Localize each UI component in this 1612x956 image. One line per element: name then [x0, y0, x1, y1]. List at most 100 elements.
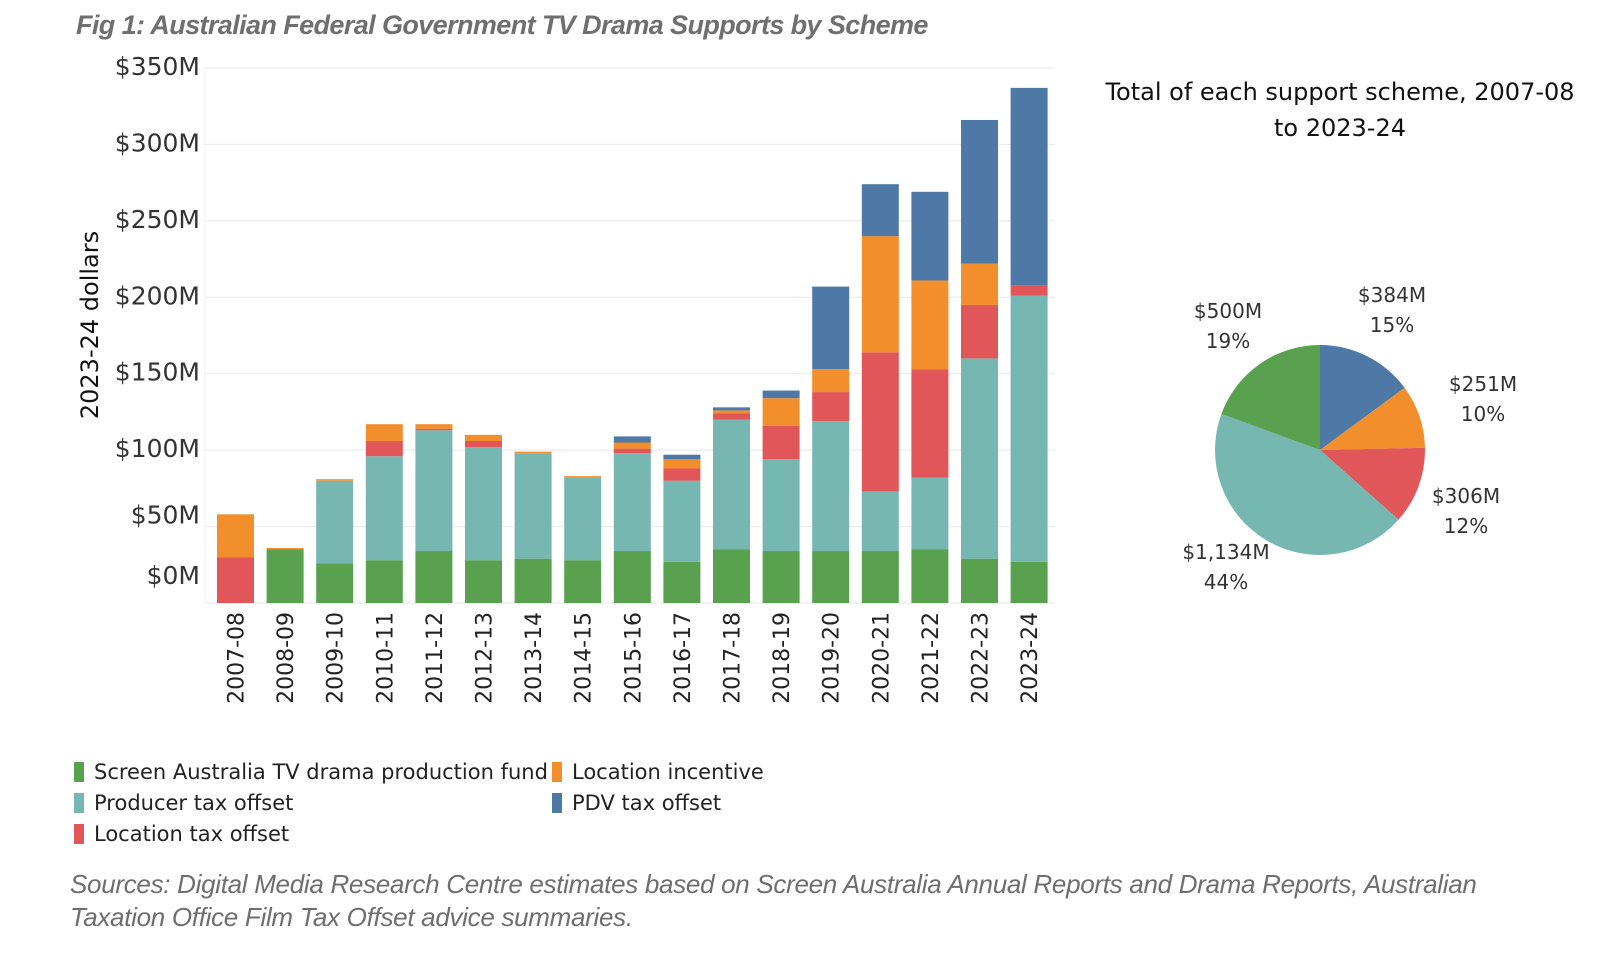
- bar-segment-location-tax-offset: [861, 352, 899, 492]
- bar-segment-location-tax-offset: [613, 448, 651, 454]
- y-axis-ticks: $0M $50M $100M $150M $200M $250M $300M $350M: [115, 52, 200, 590]
- y-tick-label: $200M: [115, 281, 200, 310]
- bar-segment-location-tax-offset: [961, 304, 998, 359]
- x-tick-label: 2013-14: [522, 612, 547, 704]
- bar-segment-location-incentive: [514, 451, 552, 454]
- legend-item-location-tax-offset: Location tax offset: [74, 822, 289, 846]
- bar-stack-2007-08: [217, 514, 254, 603]
- bar-segment-pdv-tax-offset: [663, 454, 701, 460]
- pie-percent-label: 15%: [1370, 313, 1414, 337]
- pie-percent-label: 12%: [1444, 514, 1488, 538]
- bar-segment-location-incentive: [762, 398, 800, 426]
- bar-segment-screen-australia-tv-drama-production-fund: [663, 561, 701, 603]
- sources-note: Sources: Digital Media Research Centre e…: [70, 869, 1477, 932]
- y-tick-label: $0M: [147, 561, 200, 590]
- bar-segment-producer-tax-offset: [316, 480, 354, 564]
- pie-slice-pdv-tax-offset: [1320, 345, 1405, 450]
- pie-slice-location-incentive: [1320, 387, 1425, 450]
- bar-stack-2017-18: [713, 407, 750, 603]
- bar-segment-pdv-tax-offset: [812, 286, 850, 370]
- x-axis-ticks: 2007-08 2008-09 2009-10 2010-11 2011-12 2012-…: [225, 612, 1044, 704]
- legend-swatch: [552, 762, 562, 782]
- bar-segment-location-incentive: [564, 476, 602, 478]
- x-tick-label: 2023-24: [1018, 612, 1043, 704]
- bar-segment-pdv-tax-offset: [961, 119, 998, 264]
- bar-segment-producer-tax-offset: [762, 459, 800, 552]
- pie-title-text: Total of each support scheme, 2007-08 to…: [1105, 78, 1575, 142]
- bar-segment-screen-australia-tv-drama-production-fund: [861, 551, 899, 603]
- bar-segment-producer-tax-offset: [1010, 295, 1048, 562]
- bar-segment-producer-tax-offset: [961, 358, 998, 559]
- pie-chart: [1214, 345, 1425, 556]
- bar-stack-2008-09: [266, 547, 304, 603]
- pie-slice-location-tax-offset: [1320, 447, 1425, 520]
- bar-segment-producer-tax-offset: [861, 491, 899, 552]
- x-tick-label: 2017-18: [721, 612, 746, 704]
- bar-segment-screen-australia-tv-drama-production-fund: [564, 560, 602, 603]
- bar-segment-screen-australia-tv-drama-production-fund: [266, 549, 304, 603]
- bar-segment-screen-australia-tv-drama-production-fund: [812, 551, 850, 603]
- bar-stack-2014-15: [564, 476, 602, 603]
- bar-segment-location-incentive: [266, 547, 304, 550]
- y-tick-label: $50M: [131, 501, 200, 530]
- legend-item-location-incentive: Location incentive: [552, 760, 764, 784]
- pie-slice-screen-australia-tv-drama-production-fund: [1221, 345, 1320, 450]
- x-tick-label: 2008-09: [274, 612, 299, 704]
- pie-value-label: $251M: [1449, 372, 1517, 396]
- x-tick-label: 2010-11: [373, 612, 398, 704]
- bar-segment-producer-tax-offset: [812, 421, 850, 552]
- bar-segment-producer-tax-offset: [911, 477, 949, 550]
- x-tick-label: 2012-13: [473, 612, 498, 704]
- legend-item-screen-australia: Screen Australia TV drama production fun…: [74, 760, 548, 784]
- bar-segment-screen-australia-tv-drama-production-fund: [1010, 561, 1048, 603]
- bar-segment-location-tax-offset: [762, 425, 800, 460]
- x-tick-label: 2007-08: [225, 612, 250, 704]
- bar-segment-location-incentive: [365, 424, 403, 441]
- bar-segment-producer-tax-offset: [564, 477, 602, 561]
- pie-value-label: $1,134M: [1182, 540, 1269, 564]
- x-tick-label: 2015-16: [621, 612, 646, 704]
- bar-stack-2012-13: [465, 434, 502, 603]
- pie-labels: $384M 15% $251M 10% $306M 12% $1,134M 44% $500M 1…: [1182, 283, 1517, 594]
- bar-segment-pdv-tax-offset: [1010, 87, 1048, 286]
- bar-stack-2009-10: [316, 479, 354, 603]
- bar-segment-location-incentive: [465, 434, 502, 441]
- pie-value-label: $500M: [1194, 299, 1262, 323]
- bar-segment-producer-tax-offset: [365, 456, 403, 561]
- bar-segment-location-tax-offset: [1010, 285, 1048, 296]
- bar-segment-producer-tax-offset: [663, 480, 701, 562]
- pie-percent-label: 44%: [1204, 570, 1248, 594]
- bar-segment-screen-australia-tv-drama-production-fund: [316, 563, 354, 603]
- legend-swatch: [74, 824, 84, 844]
- bar-segment-pdv-tax-offset: [713, 407, 750, 411]
- pie-percent-label: 10%: [1461, 402, 1505, 426]
- y-tick-label: $350M: [115, 52, 200, 81]
- bar-segment-screen-australia-tv-drama-production-fund: [365, 560, 403, 603]
- bar-stack-2011-12: [415, 424, 453, 603]
- bar-segment-location-incentive: [613, 442, 651, 449]
- bar-segment-pdv-tax-offset: [762, 390, 800, 399]
- x-tick-label: 2018-19: [770, 612, 795, 704]
- x-tick-label: 2021-22: [919, 612, 944, 704]
- bar-segment-location-tax-offset: [812, 392, 850, 422]
- bar-segment-location-tax-offset: [663, 468, 701, 481]
- y-tick-label: $250M: [115, 205, 200, 234]
- legend-item-producer-tax-offset: Producer tax offset: [74, 791, 293, 815]
- bar-segment-location-incentive: [961, 263, 998, 305]
- bar-segment-location-incentive: [861, 236, 899, 353]
- figure-title: Fig 1: Australian Federal Government TV …: [76, 10, 928, 40]
- bar-stack-2010-11: [365, 424, 403, 603]
- y-tick-label: $150M: [115, 358, 200, 387]
- x-tick-label: 2011-12: [423, 612, 448, 704]
- bar-segment-pdv-tax-offset: [613, 436, 651, 443]
- bar-stack-2020-21: [861, 184, 899, 603]
- legend-label: PDV tax offset: [572, 791, 722, 815]
- x-tick-label: 2014-15: [572, 612, 597, 704]
- legend-label: Producer tax offset: [94, 791, 294, 815]
- pie-slice-producer-tax-offset: [1214, 413, 1399, 556]
- bar-stack-2016-17: [663, 454, 701, 603]
- legend-swatch: [74, 762, 84, 782]
- bar-segment-location-tax-offset: [713, 413, 750, 420]
- bar-segment-location-incentive: [415, 424, 453, 429]
